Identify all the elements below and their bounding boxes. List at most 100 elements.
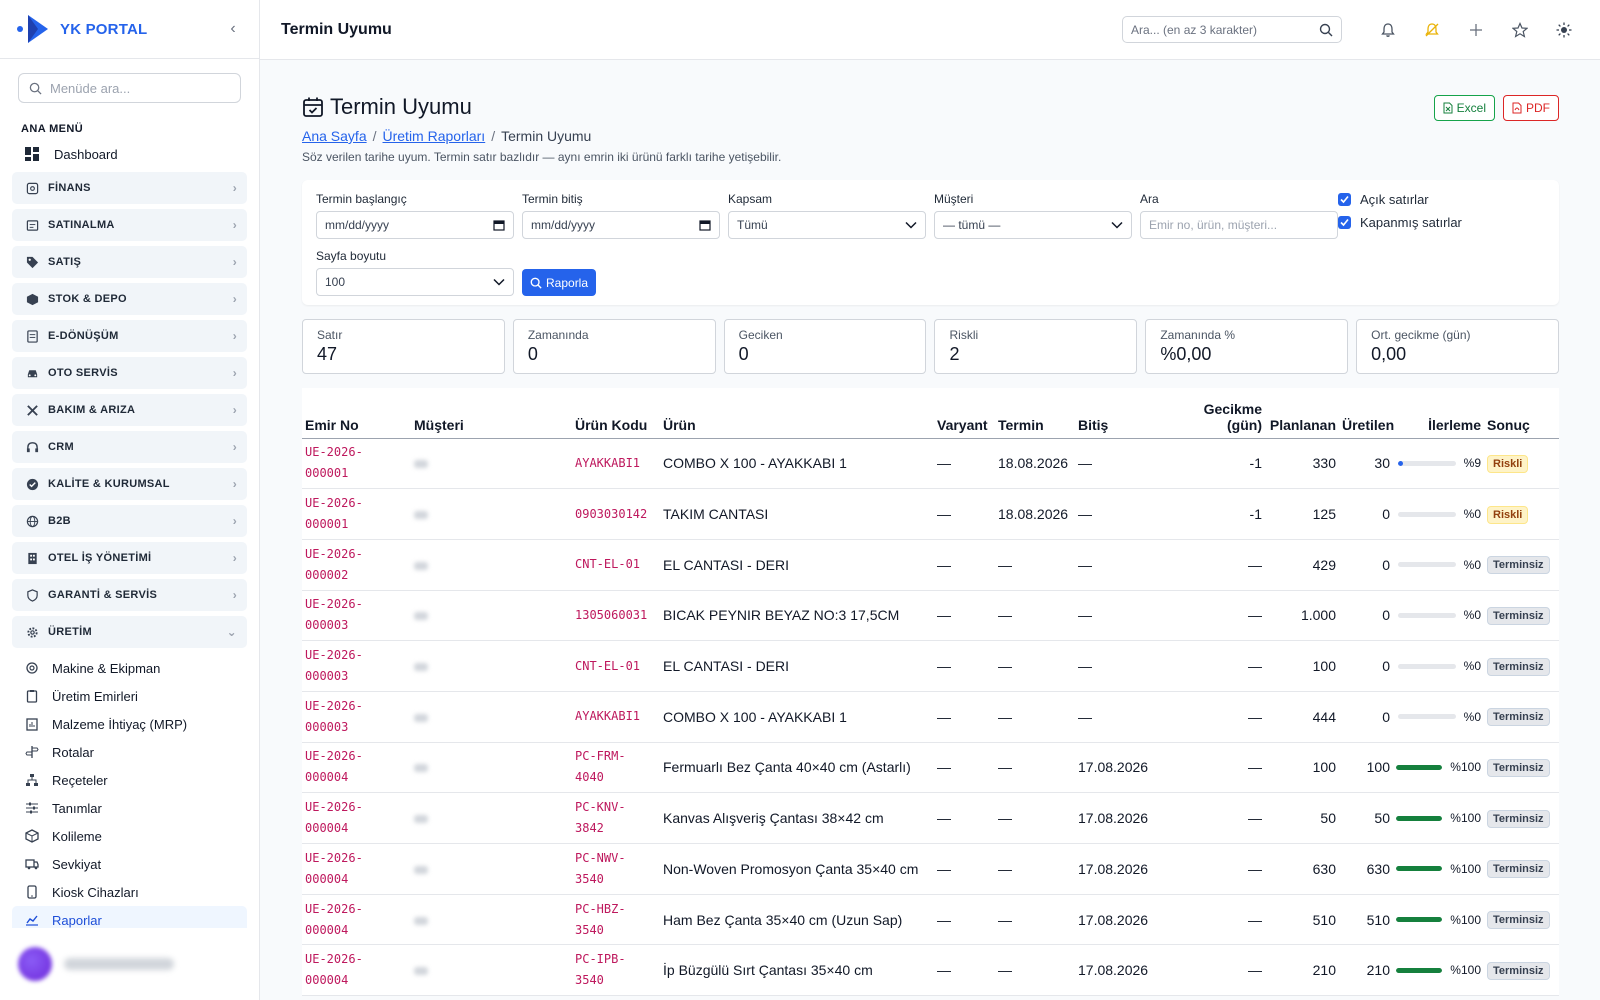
sidebar-group-label: OTO SERVİS [48, 367, 118, 379]
result-cell: Terminsiz [1484, 792, 1559, 844]
sidebar-item-uretim-5[interactable]: Tanımlar [0, 794, 259, 822]
table-row[interactable]: UE-2026- 000001 AYAKKABI1 COMBO X 100 - AYA… [302, 438, 1559, 490]
sidebar-group-6[interactable]: BAKIM & ARIZA › [12, 394, 247, 426]
breadcrumb-production-reports[interactable]: Üretim Raporları [382, 128, 486, 144]
sidebar-item-uretim-1[interactable]: Üretim Emirleri [0, 682, 259, 710]
product-code[interactable]: AYAKKABI1 [572, 438, 660, 490]
sidebar-group-10[interactable]: OTEL İŞ YÖNETİMİ › [12, 542, 247, 574]
product-code[interactable]: PC-NWV- 3540 [572, 843, 660, 895]
column-header[interactable]: Planlanan [1265, 388, 1339, 439]
product-code[interactable]: PC-FRM- 4040 [572, 742, 660, 794]
order-no[interactable]: UE-2026- 000004 [302, 843, 411, 895]
mute-notifications-button[interactable] [1418, 16, 1446, 44]
notifications-button[interactable] [1374, 16, 1402, 44]
table-row[interactable]: UE-2026- 000003 1305060031 BICAK PEYNIR BEY… [302, 590, 1559, 642]
page-size-select[interactable]: 100 [316, 268, 514, 296]
breadcrumb-home[interactable]: Ana Sayfa [302, 128, 367, 144]
column-header[interactable]: Termin [995, 388, 1075, 439]
order-no[interactable]: UE-2026- 000004 [302, 792, 411, 844]
column-header[interactable]: Ürün [660, 388, 934, 439]
sidebar-group-5[interactable]: OTO SERVİS › [12, 357, 247, 389]
report-button[interactable]: Raporla [522, 269, 597, 296]
sidebar-group-12[interactable]: ÜRETİM ⌄ [12, 616, 247, 648]
table-row[interactable]: UE-2026- 000004 PC-KNV- 3842 Kanvas Alışveri… [302, 792, 1559, 844]
menu-search-input[interactable]: Menüde ara... [18, 73, 241, 103]
add-button[interactable] [1462, 16, 1490, 44]
product-code[interactable]: 1305060031 [572, 590, 660, 642]
order-no[interactable]: UE-2026- 000001 [302, 438, 411, 490]
order-no[interactable]: UE-2026- 000001 [302, 488, 411, 540]
finish-date: — [1075, 691, 1190, 743]
sidebar-group-8[interactable]: KALİTE & KURUMSAL › [12, 468, 247, 500]
customer-label: Müşteri [934, 192, 974, 206]
product-code[interactable]: AYAKKABI1 [572, 691, 660, 743]
sidebar-item-uretim-8[interactable]: Kiosk Cihazları [0, 878, 259, 906]
sidebar-group-3[interactable]: STOK & DEPO › [12, 283, 247, 315]
closed-rows-checkbox[interactable]: Kapanmış satırlar [1338, 215, 1462, 230]
order-no[interactable]: UE-2026- 000004 [302, 894, 411, 946]
product-code[interactable]: PC-KNV- 3842 [572, 792, 660, 844]
sidebar-group-11[interactable]: GARANTİ & SERVİS › [12, 579, 247, 611]
table-row[interactable]: UE-2026- 000004 PC-NWV- 3540 Non-Woven Promo… [302, 843, 1559, 895]
produced-qty: 0 [1339, 590, 1393, 642]
order-no[interactable]: UE-2026- 000004 [302, 742, 411, 794]
table-row[interactable]: UE-2026- 000003 CNT-EL-01 EL CANTASI - DERI… [302, 640, 1559, 692]
order-no[interactable]: UE-2026- 000002 [302, 539, 411, 591]
sidebar-item-uretim-6[interactable]: Kolileme [0, 822, 259, 850]
sidebar-group-7[interactable]: CRM › [12, 431, 247, 463]
sidebar-group-4[interactable]: E-DÖNÜŞÜM › [12, 320, 247, 352]
customer-select[interactable]: — tümü — [934, 211, 1132, 239]
column-header[interactable]: İlerleme [1393, 388, 1484, 439]
sliders-icon [24, 801, 40, 815]
order-no[interactable]: UE-2026- 000003 [302, 691, 411, 743]
sidebar-item-dashboard[interactable]: Dashboard [0, 141, 259, 167]
sidebar-group-0[interactable]: FİNANS › [12, 172, 247, 204]
favorite-button[interactable] [1506, 16, 1534, 44]
sidebar-item-uretim-0[interactable]: Makine & Ekipman [0, 654, 259, 682]
sidebar-group-1[interactable]: SATINALMA › [12, 209, 247, 241]
user-profile[interactable] [0, 928, 259, 1000]
order-no[interactable]: UE-2026- 000003 [302, 590, 411, 642]
column-header[interactable]: Emir No [302, 388, 411, 439]
scope-select[interactable]: Tümü [728, 211, 926, 239]
column-header[interactable]: Müşteri [411, 388, 572, 439]
table-row[interactable]: UE-2026- 000001 0903030142 TAKIM CANTASI —18… [302, 488, 1559, 540]
column-header[interactable]: Sonuç [1484, 388, 1559, 439]
product-code[interactable]: PC-IPB- 3540 [572, 944, 660, 997]
sidebar-item-uretim-7[interactable]: Sevkiyat [0, 850, 259, 878]
export-excel-button[interactable]: Excel [1433, 95, 1495, 121]
product-code[interactable]: CNT-EL-01 [572, 640, 660, 692]
global-search-input[interactable]: Ara... (en az 3 karakter) [1122, 16, 1342, 43]
product-code[interactable]: 0903030142 [572, 488, 660, 540]
end-date-input[interactable]: mm/dd/yyyy [522, 211, 720, 239]
sidebar-group-9[interactable]: B2B › [12, 505, 247, 537]
sidebar-item-uretim-2[interactable]: Malzeme İhtiyaç (MRP) [0, 710, 259, 738]
table-row[interactable]: UE-2026- 000003 AYAKKABI1 COMBO X 100 - AYA… [302, 691, 1559, 743]
table-row[interactable]: UE-2026- 000004 PC-IPB- 3540 İp Büzgülü Sırt… [302, 944, 1559, 997]
table-row[interactable]: UE-2026- 000004 PC-HBZ- 3540 Ham Bez Çanta 3… [302, 894, 1559, 946]
result-cell: Terminsiz [1484, 944, 1559, 997]
customer-blurred [414, 713, 428, 722]
column-header[interactable]: Ürün Kodu [572, 388, 660, 439]
collapse-sidebar-icon[interactable]: ‹ [230, 20, 236, 37]
sidebar-group-2[interactable]: SATIŞ › [12, 246, 247, 278]
export-pdf-button[interactable]: PDF [1503, 95, 1559, 121]
column-header[interactable]: Bitiş [1075, 388, 1190, 439]
product-code[interactable]: PC-HBZ- 3540 [572, 894, 660, 946]
column-header[interactable]: Üretilen [1339, 388, 1394, 439]
table-row[interactable]: UE-2026- 000002 CNT-EL-01 EL CANTASI - DERI… [302, 539, 1559, 591]
dashboard-icon [25, 147, 39, 161]
sidebar-item-uretim-4[interactable]: Reçeteler [0, 766, 259, 794]
column-header[interactable]: Varyant [934, 388, 995, 439]
start-date-input[interactable]: mm/dd/yyyy [316, 211, 514, 239]
order-no[interactable]: UE-2026- 000003 [302, 640, 411, 692]
theme-toggle-button[interactable] [1550, 16, 1578, 44]
open-rows-checkbox[interactable]: Açık satırlar [1338, 192, 1462, 207]
column-header[interactable]: Gecikme (gün) [1190, 388, 1265, 439]
product-code[interactable]: CNT-EL-01 [572, 539, 660, 591]
sidebar-item-uretim-3[interactable]: Rotalar [0, 738, 259, 766]
filter-search-input[interactable]: Emir no, ürün, müşteri... [1140, 211, 1338, 239]
box-icon [24, 293, 40, 306]
order-no[interactable]: UE-2026- 000004 [302, 944, 411, 997]
table-row[interactable]: UE-2026- 000004 PC-FRM- 4040 Fermuarlı Bez Ç… [302, 742, 1559, 794]
